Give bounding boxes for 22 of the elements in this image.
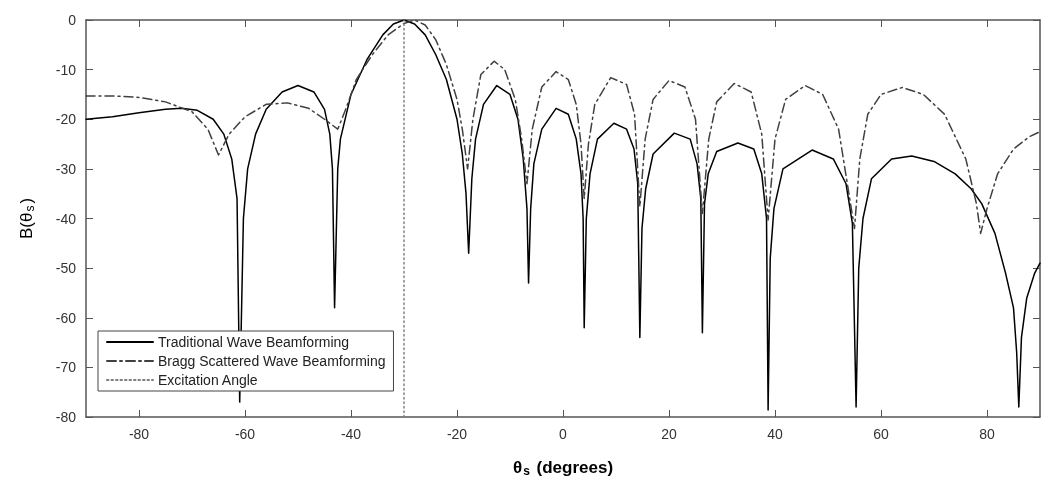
- x-tick-label: -60: [234, 426, 256, 442]
- legend-label: Excitation Angle: [158, 372, 258, 388]
- x-tick-label: 80: [979, 426, 995, 442]
- x-tick-label: 40: [767, 426, 783, 442]
- y-axis-title: B(θs): [16, 197, 37, 240]
- y-tick-label: -50: [55, 260, 77, 277]
- legend-label: Traditional Wave Beamforming: [158, 334, 350, 350]
- y-tick-label: 0: [68, 12, 77, 28]
- x-tick-label: 0: [559, 426, 568, 442]
- x-tick-label: -80: [128, 426, 150, 442]
- y-tick-label: -60: [55, 309, 77, 326]
- y-tick-label: -40: [55, 210, 77, 227]
- x-tick-label: -20: [446, 426, 468, 442]
- x-tick-label: -40: [340, 426, 362, 442]
- x-tick-label: 20: [661, 426, 677, 442]
- y-tick-label: -30: [55, 160, 77, 177]
- y-tick-label: -10: [55, 61, 77, 78]
- y-tick-label: -70: [55, 359, 77, 376]
- y-tick-label: -80: [55, 409, 77, 425]
- legend-label: Bragg Scattered Wave Beamforming: [158, 353, 386, 369]
- x-tick-label: 60: [873, 426, 889, 442]
- y-tick-label: -20: [55, 111, 77, 128]
